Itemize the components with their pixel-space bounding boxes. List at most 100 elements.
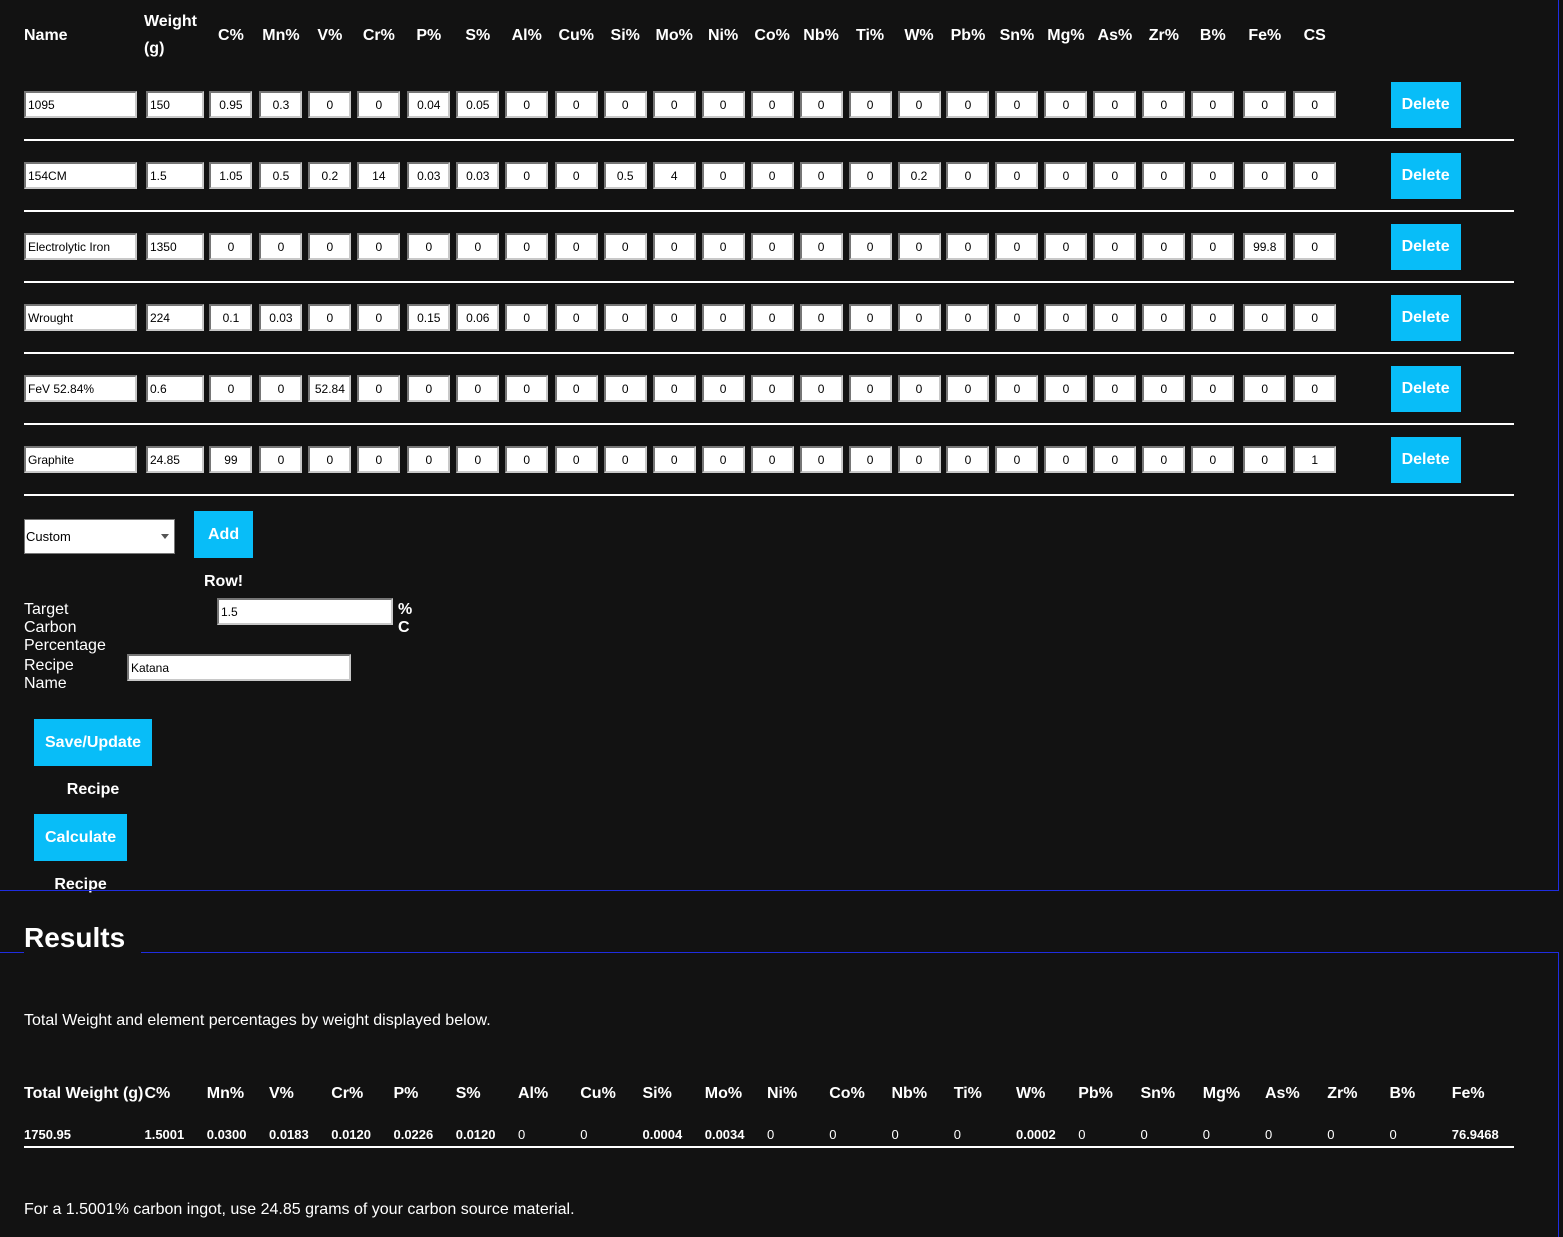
- element-percent-input[interactable]: [1093, 375, 1137, 402]
- calculate-recipe-button[interactable]: Calculate Recipe: [34, 814, 128, 893]
- element-percent-input[interactable]: [308, 375, 352, 402]
- element-percent-input[interactable]: [799, 304, 843, 331]
- ingredient-weight-input[interactable]: [145, 233, 204, 260]
- element-percent-input[interactable]: [1044, 162, 1088, 189]
- delete-row-button[interactable]: Delete: [1390, 152, 1461, 199]
- element-percent-input[interactable]: [357, 375, 401, 402]
- element-percent-input[interactable]: [1142, 375, 1186, 402]
- element-percent-input[interactable]: [407, 233, 451, 260]
- element-percent-input[interactable]: [1243, 233, 1287, 260]
- target-carbon-input[interactable]: [217, 598, 393, 625]
- ingredient-weight-input[interactable]: [145, 91, 204, 118]
- element-percent-input[interactable]: [799, 91, 843, 118]
- element-percent-input[interactable]: [799, 162, 843, 189]
- element-percent-input[interactable]: [995, 446, 1039, 473]
- element-percent-input[interactable]: [209, 233, 253, 260]
- carbon-source-input[interactable]: [1293, 162, 1337, 189]
- element-percent-input[interactable]: [1142, 91, 1186, 118]
- element-percent-input[interactable]: [799, 375, 843, 402]
- element-percent-input[interactable]: [652, 304, 696, 331]
- element-percent-input[interactable]: [1243, 446, 1287, 473]
- element-percent-input[interactable]: [1142, 233, 1186, 260]
- element-percent-input[interactable]: [750, 91, 794, 118]
- carbon-source-input[interactable]: [1293, 91, 1337, 118]
- element-percent-input[interactable]: [750, 304, 794, 331]
- element-percent-input[interactable]: [554, 304, 598, 331]
- carbon-source-input[interactable]: [1293, 375, 1337, 402]
- element-percent-input[interactable]: [701, 304, 745, 331]
- element-percent-input[interactable]: [1191, 91, 1235, 118]
- element-percent-input[interactable]: [1044, 233, 1088, 260]
- recipe-name-input[interactable]: [127, 654, 351, 681]
- element-percent-input[interactable]: [1243, 91, 1287, 118]
- element-percent-input[interactable]: [946, 446, 990, 473]
- element-percent-input[interactable]: [209, 162, 253, 189]
- element-percent-input[interactable]: [259, 162, 303, 189]
- element-percent-input[interactable]: [407, 304, 451, 331]
- element-percent-input[interactable]: [259, 233, 303, 260]
- element-percent-input[interactable]: [456, 91, 500, 118]
- element-percent-input[interactable]: [505, 91, 549, 118]
- element-percent-input[interactable]: [701, 162, 745, 189]
- element-percent-input[interactable]: [750, 375, 794, 402]
- ingredient-name-input[interactable]: [24, 233, 137, 260]
- element-percent-input[interactable]: [652, 375, 696, 402]
- delete-row-button[interactable]: Delete: [1390, 223, 1461, 270]
- element-percent-input[interactable]: [897, 446, 941, 473]
- preset-select[interactable]: Custom: [24, 519, 175, 554]
- delete-row-button[interactable]: Delete: [1390, 81, 1461, 128]
- add-row-button[interactable]: Add Row!: [194, 511, 254, 590]
- element-percent-input[interactable]: [308, 162, 352, 189]
- element-percent-input[interactable]: [1142, 162, 1186, 189]
- delete-row-button[interactable]: Delete: [1390, 436, 1461, 483]
- element-percent-input[interactable]: [1044, 304, 1088, 331]
- element-percent-input[interactable]: [652, 446, 696, 473]
- element-percent-input[interactable]: [799, 233, 843, 260]
- element-percent-input[interactable]: [701, 375, 745, 402]
- element-percent-input[interactable]: [897, 91, 941, 118]
- element-percent-input[interactable]: [554, 446, 598, 473]
- ingredient-weight-input[interactable]: [145, 375, 204, 402]
- element-percent-input[interactable]: [1191, 375, 1235, 402]
- element-percent-input[interactable]: [357, 446, 401, 473]
- element-percent-input[interactable]: [652, 91, 696, 118]
- element-percent-input[interactable]: [603, 375, 647, 402]
- element-percent-input[interactable]: [848, 304, 892, 331]
- ingredient-name-input[interactable]: [24, 375, 137, 402]
- element-percent-input[interactable]: [1142, 446, 1186, 473]
- element-percent-input[interactable]: [357, 233, 401, 260]
- element-percent-input[interactable]: [554, 233, 598, 260]
- element-percent-input[interactable]: [505, 162, 549, 189]
- element-percent-input[interactable]: [750, 233, 794, 260]
- element-percent-input[interactable]: [505, 375, 549, 402]
- element-percent-input[interactable]: [1243, 162, 1287, 189]
- ingredient-name-input[interactable]: [24, 304, 137, 331]
- element-percent-input[interactable]: [505, 304, 549, 331]
- element-percent-input[interactable]: [259, 304, 303, 331]
- element-percent-input[interactable]: [848, 162, 892, 189]
- element-percent-input[interactable]: [1044, 375, 1088, 402]
- element-percent-input[interactable]: [259, 446, 303, 473]
- carbon-source-input[interactable]: [1293, 446, 1337, 473]
- element-percent-input[interactable]: [701, 446, 745, 473]
- element-percent-input[interactable]: [897, 233, 941, 260]
- element-percent-input[interactable]: [603, 446, 647, 473]
- element-percent-input[interactable]: [1093, 91, 1137, 118]
- element-percent-input[interactable]: [456, 446, 500, 473]
- ingredient-weight-input[interactable]: [145, 304, 204, 331]
- element-percent-input[interactable]: [995, 304, 1039, 331]
- element-percent-input[interactable]: [848, 446, 892, 473]
- element-percent-input[interactable]: [750, 446, 794, 473]
- element-percent-input[interactable]: [1191, 446, 1235, 473]
- element-percent-input[interactable]: [995, 91, 1039, 118]
- element-percent-input[interactable]: [897, 375, 941, 402]
- element-percent-input[interactable]: [259, 91, 303, 118]
- element-percent-input[interactable]: [1093, 446, 1137, 473]
- element-percent-input[interactable]: [603, 91, 647, 118]
- element-percent-input[interactable]: [505, 233, 549, 260]
- element-percent-input[interactable]: [554, 91, 598, 118]
- element-percent-input[interactable]: [652, 162, 696, 189]
- element-percent-input[interactable]: [603, 233, 647, 260]
- element-percent-input[interactable]: [407, 375, 451, 402]
- element-percent-input[interactable]: [1191, 233, 1235, 260]
